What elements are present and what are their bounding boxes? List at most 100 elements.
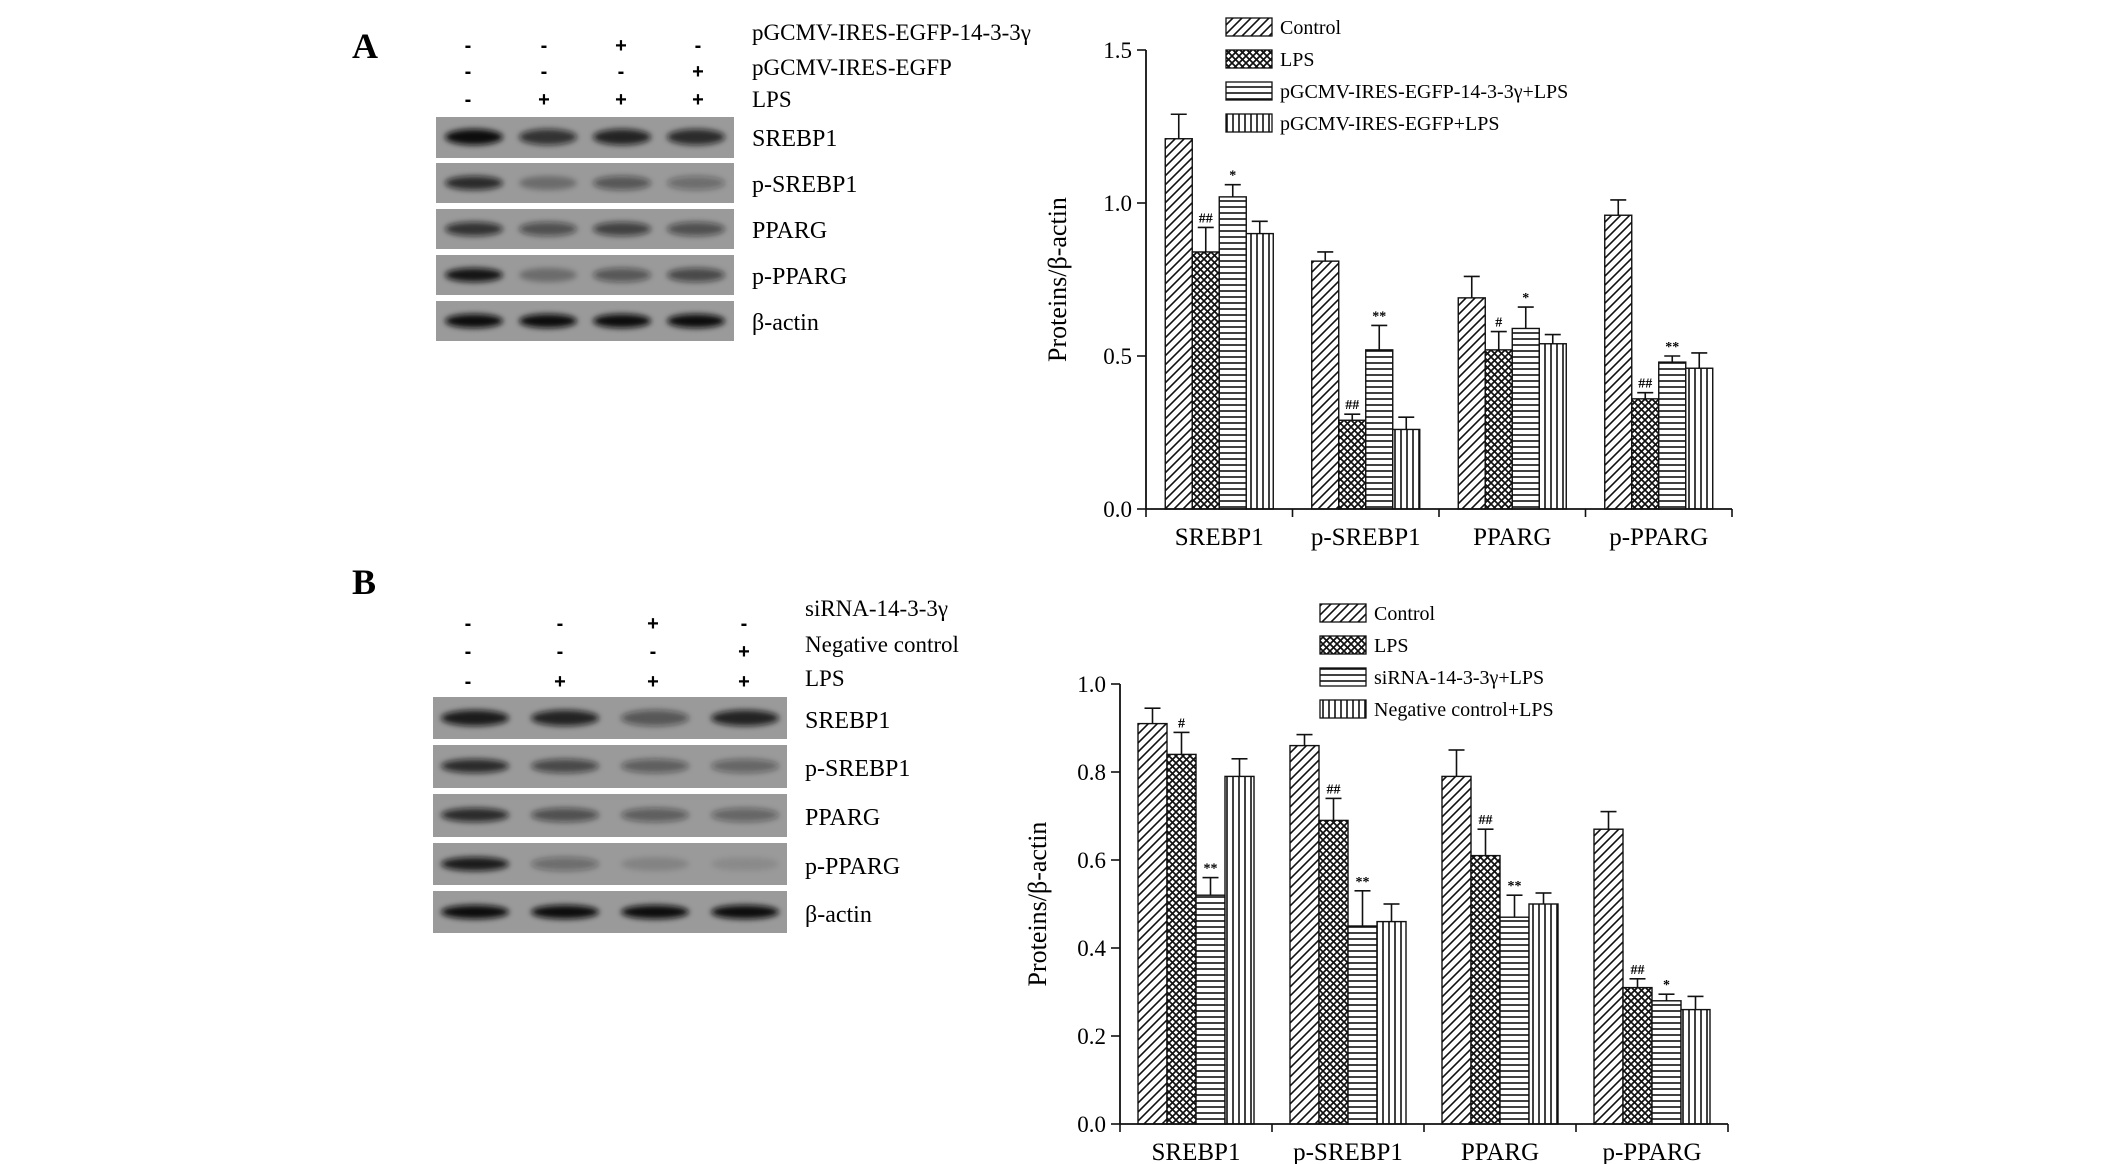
legend-swatch (1225, 81, 1273, 101)
blot-band (441, 808, 509, 822)
bar (1224, 775, 1255, 1125)
blot-band (621, 808, 689, 822)
y-tick-label: 0.4 (1077, 936, 1106, 961)
blot-band (445, 268, 503, 282)
bar (1318, 819, 1349, 1125)
condition-sign: - (557, 641, 564, 663)
condition-label: siRNA-14-3-3γ (805, 596, 948, 621)
condition-sign: + (692, 89, 704, 111)
y-tick-label: 0.2 (1077, 1024, 1106, 1049)
bar (1631, 398, 1660, 510)
legend: Control LPS siRNA-14-3-3γ+LPS Negative cont… (1319, 603, 1554, 721)
blot-band (593, 176, 651, 190)
blot-label: p-PPARG (752, 264, 847, 290)
bar (1365, 349, 1394, 510)
bar (1376, 920, 1407, 1125)
significance-mark: ** (1665, 340, 1679, 355)
blot-band (593, 222, 651, 236)
panel-a-conditions: - - + - pGCMV-IRES-EGFP-14-3-3γ - - - + … (465, 20, 1031, 112)
legend-swatch (1319, 603, 1367, 623)
blot-strip: β-actin (436, 301, 819, 341)
legend-label: LPS (1374, 635, 1408, 657)
panel-a-blots: SREBP1 p-SREBP1 PPARG (436, 117, 857, 341)
legend-swatch (1319, 635, 1367, 655)
condition-sign: - (541, 61, 548, 83)
condition-sign: - (618, 61, 625, 83)
bar (1191, 251, 1220, 510)
blot-label: SREBP1 (752, 126, 837, 152)
y-tick-label: 1.0 (1077, 672, 1106, 697)
bar (1164, 138, 1193, 510)
condition-sign: + (738, 641, 750, 663)
panel-b-conditions: - - + - siRNA-14-3-3γ - - - + Negative c… (465, 596, 959, 693)
bar (1680, 1008, 1711, 1125)
bar (1218, 196, 1247, 510)
condition-sign: - (557, 613, 564, 635)
blot-band (531, 710, 599, 726)
y-tick-label: 0.8 (1077, 760, 1106, 785)
blot-band (593, 268, 651, 282)
legend-label: Control (1374, 603, 1436, 625)
bar (1511, 327, 1540, 510)
bar (1470, 854, 1501, 1125)
blot-strip: p-PPARG (433, 843, 900, 885)
legend-swatch (1225, 49, 1273, 69)
condition-sign: + (554, 671, 566, 693)
condition-label: LPS (805, 666, 845, 691)
blot-band (667, 268, 725, 282)
legend-label: LPS (1280, 49, 1314, 71)
legend-swatch (1225, 17, 1273, 37)
condition-sign: - (650, 641, 657, 663)
significance-mark: ## (1638, 377, 1652, 392)
blot-band (621, 905, 689, 919)
blot-band (531, 905, 599, 919)
blot-band (531, 808, 599, 822)
condition-label: Negative control (805, 632, 959, 657)
significance-mark: ** (1356, 875, 1370, 890)
y-axis-label: Proteins/β-actin (1043, 197, 1072, 362)
significance-mark: # (1178, 716, 1185, 731)
condition-sign: - (541, 35, 548, 57)
bar (1593, 828, 1624, 1125)
legend-swatch (1319, 667, 1367, 687)
blot-label: β-actin (752, 310, 819, 336)
x-tick-label: PPARG (1461, 1139, 1539, 1164)
blot-label: p-PPARG (805, 854, 900, 880)
blot-label: PPARG (805, 805, 880, 831)
blot-band (445, 222, 503, 236)
bar (1484, 349, 1513, 510)
blot-band (711, 759, 779, 773)
panel-letter-a: A (352, 26, 378, 66)
blot-band (441, 759, 509, 773)
significance-mark: # (1495, 316, 1502, 331)
x-tick-label: PPARG (1473, 524, 1551, 551)
panel-a: A - - + - pGCMV-IRES-EGFP-14-3-3γ - - - … (352, 17, 1733, 551)
condition-sign: - (465, 89, 472, 111)
blot-band (445, 314, 503, 328)
blot-strip: p-SREBP1 (436, 163, 857, 203)
condition-sign: + (647, 613, 659, 635)
panel-letter-b: B (352, 562, 376, 602)
blot-strip: p-SREBP1 (433, 745, 910, 788)
blot-strip: p-PPARG (436, 255, 847, 295)
condition-row: - - + - siRNA-14-3-3γ (465, 596, 948, 635)
blot-band (445, 176, 503, 190)
blot-label: p-SREBP1 (752, 172, 857, 198)
x-tick-label: SREBP1 (1152, 1139, 1241, 1164)
blot-band (621, 710, 689, 726)
bar (1347, 925, 1378, 1125)
x-tick-label: p-SREBP1 (1311, 524, 1421, 551)
legend-swatch (1319, 699, 1367, 719)
blot-label: p-SREBP1 (805, 756, 910, 782)
significance-mark: ## (1345, 398, 1359, 413)
blot-band (711, 857, 779, 871)
blot-band (441, 710, 509, 726)
significance-mark: ## (1479, 813, 1493, 828)
blot-band (519, 129, 577, 145)
panel-b: B - - + - siRNA-14-3-3γ - - - + Negative… (352, 562, 1729, 1164)
condition-sign: + (615, 35, 627, 57)
bar (1195, 894, 1226, 1125)
condition-row: - - + - pGCMV-IRES-EGFP-14-3-3γ (465, 20, 1031, 57)
